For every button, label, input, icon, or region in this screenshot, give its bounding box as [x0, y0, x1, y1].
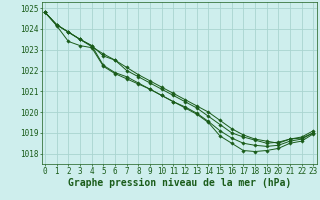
X-axis label: Graphe pression niveau de la mer (hPa): Graphe pression niveau de la mer (hPa) — [68, 178, 291, 188]
